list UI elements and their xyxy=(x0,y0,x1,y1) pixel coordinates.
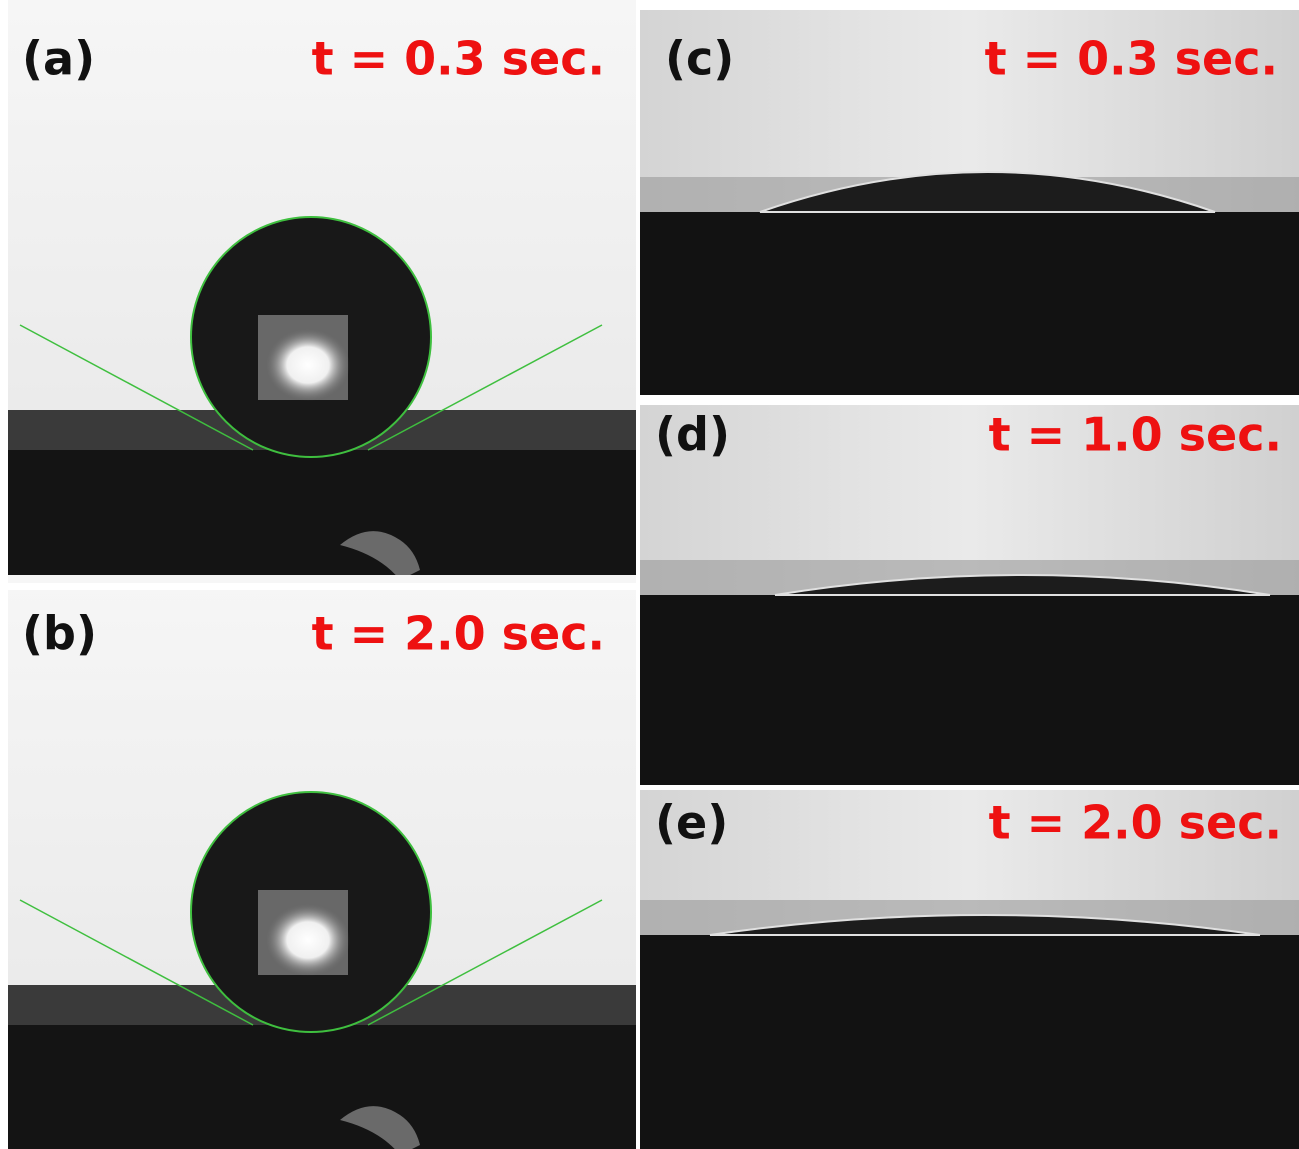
substrate xyxy=(640,595,1299,785)
panel-label: (a) xyxy=(22,32,95,86)
time-label: t = 1.0 sec. xyxy=(989,408,1282,462)
time-label: t = 0.3 sec. xyxy=(312,32,605,86)
highlight xyxy=(266,329,350,401)
time-label: t = 2.0 sec. xyxy=(989,796,1282,850)
figure: (a) t = 0.3 sec. (b) t = 2.0 sec. (c) t = 0.3… xyxy=(0,0,1299,1149)
time-label: t = 0.3 sec. xyxy=(985,32,1278,86)
substrate xyxy=(640,935,1299,1149)
panel-label: (c) xyxy=(665,32,734,86)
panel-label: (e) xyxy=(655,796,728,850)
panel-label: (b) xyxy=(22,607,97,661)
substrate xyxy=(640,212,1299,395)
highlight xyxy=(266,904,350,976)
panel-label: (d) xyxy=(655,408,730,462)
substrate xyxy=(8,1025,636,1149)
spacer xyxy=(8,583,636,590)
substrate xyxy=(8,450,636,583)
time-label: t = 2.0 sec. xyxy=(312,607,605,661)
